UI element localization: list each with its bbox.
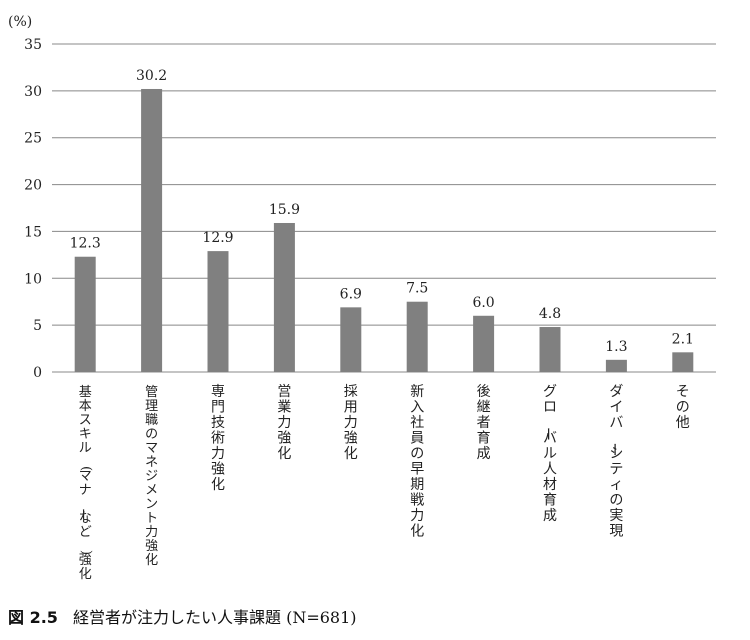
data-label: 15.9 (269, 202, 300, 218)
y-tick-label: 15 (24, 224, 42, 240)
bar (141, 88, 163, 373)
x-axis-labels: 基本スキル(マナーなど)強化 管理職のマネジメント力強化 専門技術力強化 営業力強化 採… (75, 384, 690, 582)
data-label: 1.3 (605, 339, 627, 355)
x-tick-label: 後継者育成 (477, 384, 491, 462)
figure-caption-text: 経営者が注力したい人事課題 (N=681) (73, 608, 357, 627)
x-tick-label: 管理職のマネジメント力強化 (145, 385, 158, 568)
bar-chart: 0 5 10 15 20 25 30 35 12.3 30.2 12.9 15.9 6.9 7.5 6.0… (8, 14, 716, 582)
bar (406, 301, 428, 372)
bar (605, 359, 627, 372)
x-tick-label: 新入社員の早期戦力化 (410, 384, 424, 540)
data-label: 4.8 (539, 306, 561, 322)
y-tick-label: 30 (24, 84, 42, 100)
data-label: 6.9 (340, 286, 362, 302)
data-label: 30.2 (136, 68, 167, 84)
y-tick-label: 35 (24, 37, 42, 53)
bars (74, 88, 694, 373)
gridlines (52, 43, 716, 373)
bar (539, 327, 561, 372)
y-tick-label: 0 (33, 365, 42, 381)
bar (473, 315, 495, 372)
y-unit-label: (%) (8, 14, 32, 30)
bar (273, 222, 295, 372)
data-label: 6.0 (472, 295, 494, 311)
bar (74, 256, 96, 372)
data-label: 2.1 (672, 331, 694, 347)
bar (207, 251, 229, 372)
figure-number: 図 2.5 (8, 608, 58, 627)
x-tick-label: グローバル人材育成 (539, 384, 557, 524)
data-labels: 12.3 30.2 12.9 15.9 6.9 7.5 6.0 4.8 1.3 2.1 (70, 68, 694, 355)
x-tick-label: その他 (676, 384, 690, 431)
x-tick-label: 基本スキル(マナーなど)強化 (75, 385, 94, 582)
x-tick-label: 採用力強化 (344, 384, 358, 462)
y-tick-label: 25 (24, 131, 42, 147)
y-tick-label: 10 (24, 271, 42, 287)
x-tick-label: 専門技術力強化 (211, 384, 225, 493)
figure-caption: 図 2.5 経営者が注力したい人事課題 (N=681) (8, 604, 357, 628)
y-tick-label: 5 (33, 318, 42, 334)
bar (672, 352, 694, 372)
data-label: 7.5 (406, 281, 428, 297)
x-tick-label: 営業力強化 (277, 384, 291, 462)
x-tick-label: ダイバーシティの実現 (605, 384, 623, 540)
data-label: 12.9 (202, 230, 233, 246)
y-axis: 0 5 10 15 20 25 30 35 (24, 37, 42, 381)
bar (340, 307, 362, 372)
data-label: 12.3 (70, 236, 101, 252)
y-tick-label: 20 (24, 178, 42, 194)
